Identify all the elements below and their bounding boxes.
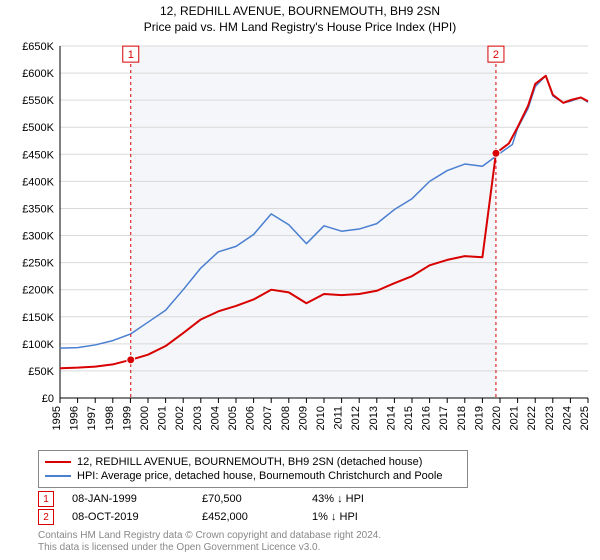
legend-label: 12, REDHILL AVENUE, BOURNEMOUTH, BH9 2SN… bbox=[77, 456, 422, 468]
svg-text:1997: 1997 bbox=[86, 406, 98, 430]
sale-date: 08-OCT-2019 bbox=[72, 511, 202, 523]
svg-text:2022: 2022 bbox=[526, 406, 538, 430]
attribution-line: Contains HM Land Registry data © Crown c… bbox=[38, 530, 381, 542]
svg-text:2006: 2006 bbox=[245, 406, 257, 430]
legend-swatch bbox=[45, 461, 71, 463]
point-badge: 1 bbox=[38, 491, 54, 507]
sale-pct: 1% ↓ HPI bbox=[312, 511, 392, 523]
svg-text:2005: 2005 bbox=[227, 406, 239, 430]
svg-text:£100K: £100K bbox=[22, 339, 54, 351]
svg-text:£400K: £400K bbox=[22, 176, 54, 188]
svg-text:£500K: £500K bbox=[22, 122, 54, 134]
svg-text:2001: 2001 bbox=[157, 406, 169, 430]
svg-text:2010: 2010 bbox=[315, 406, 327, 430]
attribution: Contains HM Land Registry data © Crown c… bbox=[38, 530, 381, 554]
svg-text:2007: 2007 bbox=[262, 406, 274, 430]
legend: 12, REDHILL AVENUE, BOURNEMOUTH, BH9 2SN… bbox=[38, 450, 468, 488]
svg-text:2021: 2021 bbox=[509, 406, 521, 430]
svg-text:2004: 2004 bbox=[209, 406, 221, 430]
svg-text:2019: 2019 bbox=[473, 406, 485, 430]
svg-text:£600K: £600K bbox=[22, 68, 54, 80]
svg-text:1998: 1998 bbox=[104, 406, 116, 430]
svg-text:1996: 1996 bbox=[69, 406, 81, 430]
chart-area: £0 £50K £100K £150K £200K £250K £300K £350K £400… bbox=[6, 40, 594, 440]
sale-price: £452,000 bbox=[202, 511, 312, 523]
table-row: 1 08-JAN-1999 £70,500 43% ↓ HPI bbox=[38, 490, 392, 508]
line-chart: £0 £50K £100K £150K £200K £250K £300K £350K £400… bbox=[6, 40, 594, 440]
svg-text:2012: 2012 bbox=[350, 406, 362, 430]
table-row: 2 08-OCT-2019 £452,000 1% ↓ HPI bbox=[38, 508, 392, 526]
chart-title: 12, REDHILL AVENUE, BOURNEMOUTH, BH9 2SN bbox=[0, 0, 600, 20]
svg-text:2013: 2013 bbox=[368, 406, 380, 430]
legend-item: 12, REDHILL AVENUE, BOURNEMOUTH, BH9 2SN… bbox=[45, 455, 461, 469]
svg-text:2024: 2024 bbox=[561, 406, 573, 430]
legend-label: HPI: Average price, detached house, Bour… bbox=[77, 470, 442, 482]
svg-text:2017: 2017 bbox=[438, 406, 450, 430]
svg-text:2000: 2000 bbox=[139, 406, 151, 430]
legend-item: HPI: Average price, detached house, Bour… bbox=[45, 469, 461, 483]
sale-date: 08-JAN-1999 bbox=[72, 493, 202, 505]
svg-text:£200K: £200K bbox=[22, 285, 54, 297]
sale-pct: 43% ↓ HPI bbox=[312, 493, 392, 505]
svg-text:2003: 2003 bbox=[192, 406, 204, 430]
svg-text:2009: 2009 bbox=[297, 406, 309, 430]
svg-text:2015: 2015 bbox=[403, 406, 415, 430]
attribution-line: This data is licensed under the Open Gov… bbox=[38, 542, 381, 554]
svg-text:£350K: £350K bbox=[22, 203, 54, 215]
svg-text:£50K: £50K bbox=[28, 366, 54, 378]
svg-text:2018: 2018 bbox=[456, 406, 468, 430]
svg-text:1995: 1995 bbox=[51, 406, 63, 430]
svg-text:2025: 2025 bbox=[579, 406, 591, 430]
svg-text:1999: 1999 bbox=[121, 406, 133, 430]
svg-text:£550K: £550K bbox=[22, 95, 54, 107]
point-badge: 2 bbox=[38, 509, 54, 525]
svg-text:2020: 2020 bbox=[491, 406, 503, 430]
svg-text:2002: 2002 bbox=[174, 406, 186, 430]
chart-container: 12, REDHILL AVENUE, BOURNEMOUTH, BH9 2SN… bbox=[0, 0, 600, 560]
svg-text:£300K: £300K bbox=[22, 231, 54, 243]
svg-text:2016: 2016 bbox=[421, 406, 433, 430]
svg-text:2014: 2014 bbox=[385, 406, 397, 430]
svg-text:£250K: £250K bbox=[22, 258, 54, 270]
svg-text:£0: £0 bbox=[42, 393, 54, 405]
chart-subtitle: Price paid vs. HM Land Registry's House … bbox=[0, 20, 600, 36]
svg-text:2011: 2011 bbox=[333, 406, 345, 430]
svg-text:2023: 2023 bbox=[544, 406, 556, 430]
sale-points-table: 1 08-JAN-1999 £70,500 43% ↓ HPI 2 08-OCT… bbox=[38, 490, 392, 526]
svg-text:2008: 2008 bbox=[280, 406, 292, 430]
svg-text:2: 2 bbox=[493, 49, 499, 61]
legend-swatch bbox=[45, 475, 71, 477]
svg-text:1: 1 bbox=[128, 49, 134, 61]
svg-text:£450K: £450K bbox=[22, 149, 54, 161]
svg-text:£650K: £650K bbox=[22, 41, 54, 53]
svg-text:£150K: £150K bbox=[22, 312, 54, 324]
sale-price: £70,500 bbox=[202, 493, 312, 505]
